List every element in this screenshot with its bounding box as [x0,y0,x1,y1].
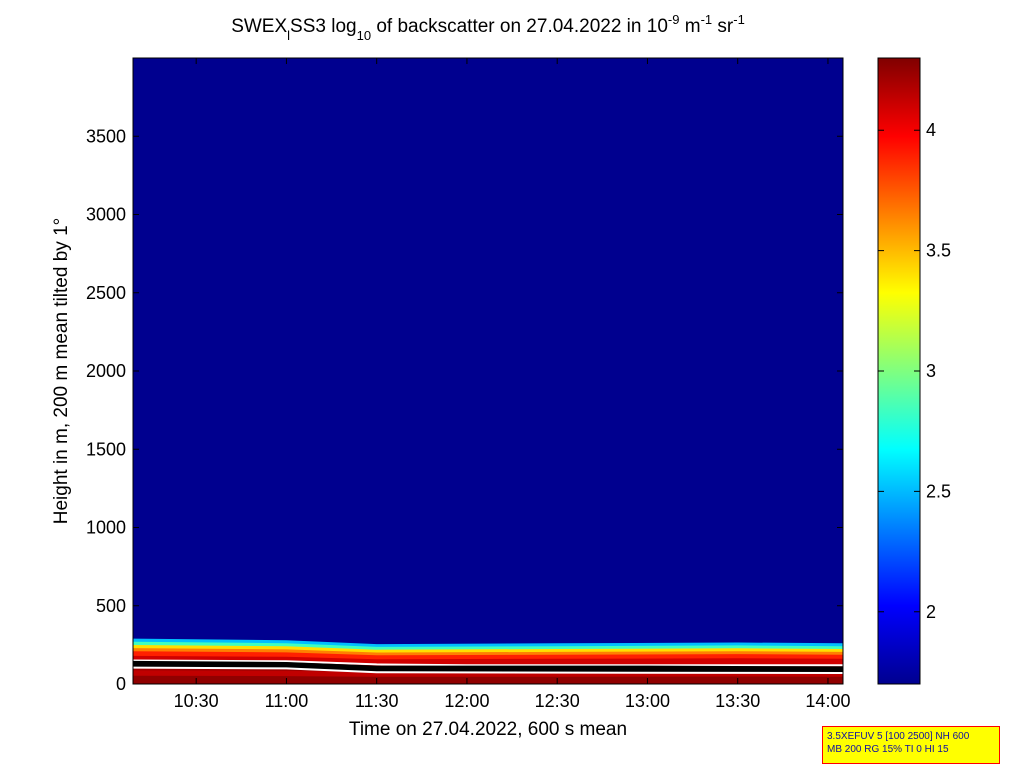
colorbar-gradient [877,57,921,685]
plot-background [133,58,843,684]
y-tick-label: 3500 [86,126,126,146]
x-tick-label: 10:30 [174,691,219,711]
info-line-1: 3.5XEFUV 5 [100 2500] NH 600 [827,731,970,742]
x-tick-label: 12:30 [535,691,580,711]
colorbar: 2 2.5 3 3.5 4 [877,57,951,685]
x-tick-label: 14:00 [805,691,850,711]
backscatter-band-8 [133,675,843,684]
x-tick-label: 11:00 [265,691,309,711]
colorbar-tick-label: 3.5 [926,241,951,261]
x-tick-label: 13:00 [625,691,670,711]
y-axis-label: Height in m, 200 m mean tilted by 1° [51,218,72,524]
y-tick-label: 0 [116,674,126,694]
y-tick-label: 1500 [86,439,126,459]
y-tick-label: 2000 [86,361,126,381]
colorbar-tick-label: 2.5 [926,481,951,501]
info-line-2: MB 200 RG 15% TI 0 HI 15 [827,744,949,755]
x-tick-label: 12:00 [444,691,489,711]
x-tick-label: 13:30 [715,691,760,711]
y-tick-label: 500 [96,596,126,616]
x-axis-label: Time on 27.04.2022, 600 s mean [349,719,627,740]
y-tick-label: 1000 [86,518,126,538]
colorbar-tick-label: 4 [926,120,936,140]
settings-info-box: 3.5XEFUV 5 [100 2500] NH 600 MB 200 RG 1… [822,726,1000,764]
lower-layer-line [133,666,843,674]
y-tick-label: 3000 [86,205,126,225]
colorbar-tick-label: 3 [926,361,936,381]
colorbar-tick-label: 2 [926,602,936,622]
x-tick-label: 11:30 [355,691,399,711]
plot-area [132,57,844,685]
upper-layer-line [133,659,843,667]
chart-title: SWEXlSS3 log10 of backscatter on 27.04.2… [231,12,745,43]
y-tick-label: 2500 [86,283,126,303]
cloud-layer-line [133,660,843,674]
